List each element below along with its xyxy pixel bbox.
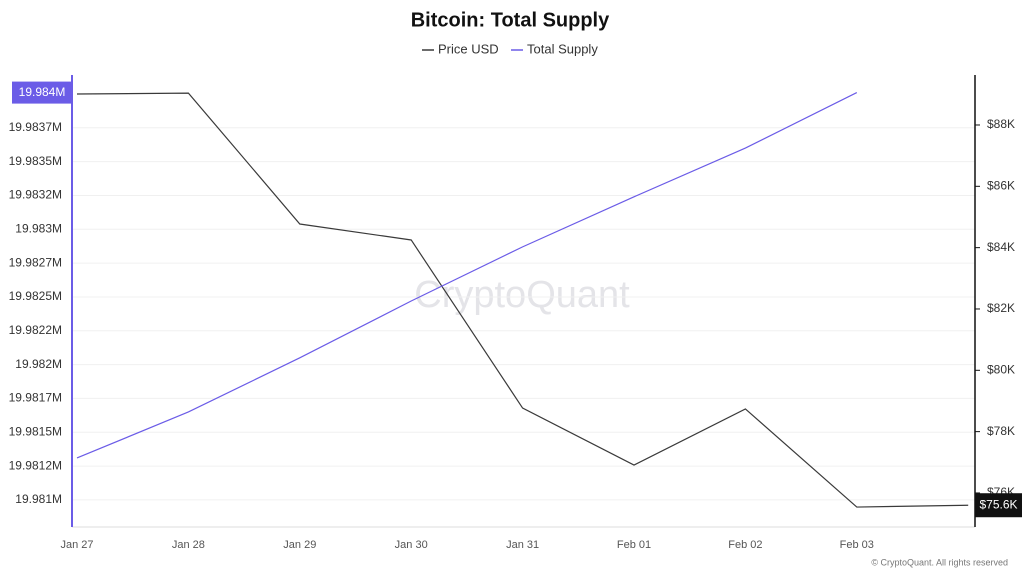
watermark: CryptoQuant — [414, 274, 630, 316]
x-tick-label: Jan 30 — [395, 539, 428, 551]
y2-tick-label: $82K — [987, 301, 1015, 315]
y-tick-label: 19.983M — [15, 221, 62, 235]
legend-label: Price USD — [438, 41, 499, 56]
y-tick-label: 19.9832M — [9, 188, 62, 202]
value-badge — [12, 81, 72, 104]
x-tick-label: Jan 29 — [283, 539, 316, 551]
series-line — [76, 92, 969, 508]
x-tick-label: Feb 03 — [840, 539, 874, 551]
y-tick-label: 19.9837M — [9, 120, 62, 134]
y-tick-label: 19.9812M — [9, 458, 62, 472]
y-tick-label: 19.982M — [15, 357, 62, 371]
y-tick-label: 19.9815M — [9, 424, 62, 438]
y2-tick-label: $88K — [987, 117, 1015, 131]
x-tick-label: Jan 31 — [506, 539, 539, 551]
y2-tick-label: $84K — [987, 240, 1015, 254]
x-tick-label: Feb 01 — [617, 539, 651, 551]
value-label: $75.6K — [979, 497, 1017, 511]
legend-label: Total Supply — [527, 41, 598, 56]
value-badge — [975, 493, 1022, 518]
credit: © CryptoQuant. All rights reserved — [871, 557, 1008, 567]
chart-title: Bitcoin: Total Supply — [411, 9, 610, 31]
y-tick-label: 19.9825M — [9, 289, 62, 303]
y2-tick-label: $86K — [987, 178, 1015, 192]
value-label: 19.984M — [19, 85, 66, 99]
x-tick-label: Jan 27 — [60, 539, 93, 551]
y2-tick-label: $80K — [987, 362, 1015, 376]
y-tick-label: 19.9835M — [9, 154, 62, 168]
y-tick-label: 19.9827M — [9, 255, 62, 269]
y2-tick-label: $78K — [987, 424, 1015, 438]
y-tick-label: 19.9822M — [9, 323, 62, 337]
x-tick-label: Feb 02 — [728, 539, 762, 551]
y-tick-label: 19.9817M — [9, 391, 62, 405]
y-tick-label: 19.981M — [15, 492, 62, 506]
series-line — [76, 92, 858, 459]
x-tick-label: Jan 28 — [172, 539, 205, 551]
